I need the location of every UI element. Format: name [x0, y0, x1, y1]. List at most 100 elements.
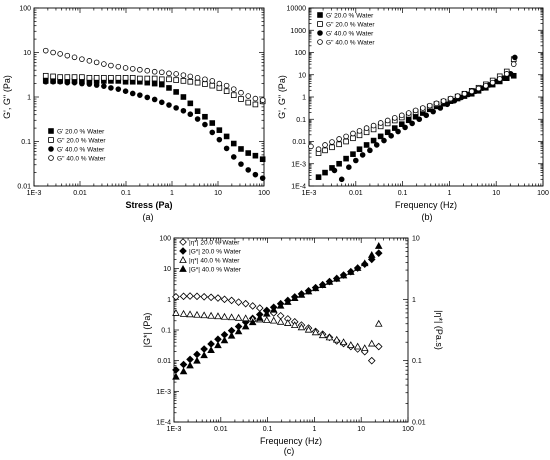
data-point [202, 113, 208, 120]
data-point [216, 127, 223, 133]
data-point [101, 61, 107, 67]
y-axis-label: G', G'' (Pa) [2, 75, 12, 119]
data-point [356, 146, 363, 153]
legend: G' 20.0 % Water G'' 20.0 % Water G' 40.0 %… [317, 12, 375, 46]
data-point [93, 75, 100, 81]
data-point [468, 88, 475, 95]
series-1 [315, 56, 517, 156]
data-point [209, 78, 216, 84]
data-point [186, 292, 194, 300]
data-point [57, 51, 63, 57]
data-point [86, 58, 93, 64]
data-point [64, 52, 71, 59]
data-point [115, 63, 122, 70]
data-point [374, 249, 383, 257]
data-point [187, 73, 194, 80]
data-point [325, 333, 334, 341]
data-point [352, 157, 359, 164]
x-tick-label: 1E-3 [167, 426, 182, 433]
data-point [363, 125, 370, 131]
data-point [347, 341, 355, 348]
data-point [308, 143, 314, 150]
y-tick-label: 1000 [290, 28, 306, 35]
data-point [248, 318, 257, 326]
data-point [216, 80, 223, 87]
data-point [336, 141, 342, 148]
legend: G' 20.0 % Water G'' 20.0 % Water G' 40.0 %… [48, 128, 106, 162]
x-tick-label: 100 [402, 426, 414, 433]
data-point [186, 361, 194, 369]
data-point [398, 121, 405, 127]
data-point [194, 75, 201, 81]
x-axis-label: Stress (Pa) [125, 200, 172, 210]
data-point [391, 115, 398, 121]
y-tick-label: 0.1 [161, 328, 171, 335]
data-point [315, 174, 322, 180]
data-point [483, 82, 489, 89]
data-point [194, 108, 201, 114]
data-point [241, 299, 250, 308]
data-point [336, 136, 342, 142]
data-point [173, 89, 179, 95]
legend-label: G'' 40.0 % Water [57, 155, 106, 162]
legend-marker [179, 256, 187, 263]
data-point [350, 135, 356, 142]
data-point [322, 147, 328, 154]
legend-marker [179, 247, 187, 255]
data-point [384, 117, 391, 124]
legend-marker [48, 146, 54, 152]
data-point [166, 102, 172, 108]
data-point [144, 94, 151, 101]
data-point [172, 372, 180, 380]
data-point [461, 90, 468, 97]
panel-caption: (c) [284, 446, 295, 456]
data-point [252, 171, 259, 178]
legend-marker [179, 265, 187, 272]
data-point [245, 99, 252, 106]
y-tick-label: 0.1 [296, 117, 306, 124]
data-point [207, 293, 215, 302]
data-point [137, 92, 143, 98]
data-point [252, 101, 259, 108]
data-point [347, 268, 355, 275]
data-point [194, 116, 201, 122]
data-point [437, 105, 444, 111]
data-point [374, 319, 383, 327]
data-point [227, 331, 236, 339]
data-point [269, 316, 278, 324]
legend-label: |G*| 20.0 % Water [189, 248, 242, 255]
data-point [137, 66, 143, 73]
data-point [180, 107, 187, 114]
data-point [93, 59, 100, 66]
panel-caption: (b) [422, 212, 433, 222]
data-point [158, 69, 165, 76]
data-point [202, 121, 208, 128]
data-point [245, 93, 252, 99]
data-point [367, 251, 376, 258]
data-point [151, 68, 158, 75]
data-point [193, 350, 201, 359]
data-point [71, 79, 78, 86]
y-tick-label: 1 [27, 95, 31, 102]
data-point [238, 96, 244, 102]
data-point [409, 120, 415, 127]
data-point [180, 94, 187, 100]
data-point [173, 105, 179, 111]
data-point [93, 82, 100, 88]
data-point [423, 112, 430, 119]
data-point [230, 86, 237, 92]
data-point [108, 75, 114, 81]
data-point [255, 304, 264, 312]
data-point [259, 97, 266, 103]
data-point [350, 151, 356, 157]
y-tick-label: 1E-3 [156, 389, 171, 396]
data-point [193, 310, 201, 318]
data-point [166, 70, 172, 77]
data-point [158, 81, 165, 88]
x-tick-label: 10 [492, 190, 500, 197]
y-tick-label: 1E-4 [291, 184, 306, 191]
data-point [395, 128, 401, 135]
data-point [158, 76, 165, 83]
series-2 [331, 54, 518, 183]
